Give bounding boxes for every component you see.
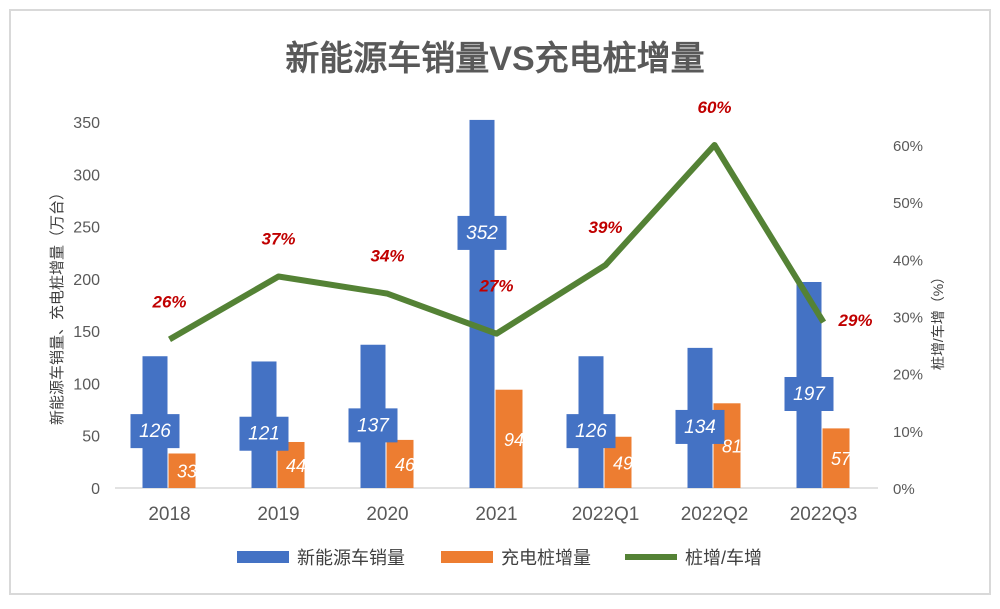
x-tick-label: 2018 xyxy=(148,504,190,525)
y-tick-label: 300 xyxy=(73,167,100,184)
data-label-charger-increase: 94 xyxy=(504,430,524,450)
x-tick-label: 2022Q3 xyxy=(790,504,858,525)
data-label-box xyxy=(784,376,834,411)
data-label-box xyxy=(457,215,507,250)
data-label-ev-sales: 126 xyxy=(575,421,607,442)
y2-tick-label: 20% xyxy=(893,367,923,384)
data-label-ratio: 27% xyxy=(478,277,513,296)
x-tick-label: 2021 xyxy=(475,504,517,525)
data-label-ratio: 26% xyxy=(151,292,186,311)
legend-swatch xyxy=(237,551,289,563)
y-axis-label: 新能源车销量、充电桩增量（万台） xyxy=(49,185,66,425)
x-tick-label: 2022Q1 xyxy=(572,504,640,525)
data-label-charger-increase: 33 xyxy=(177,462,197,482)
y2-tick-label: 40% xyxy=(893,252,923,269)
legend-swatch xyxy=(441,551,493,563)
legend-label: 桩增/车增 xyxy=(685,548,762,568)
bar-charger-increase xyxy=(168,453,196,488)
data-label-ev-sales: 197 xyxy=(793,384,826,405)
y-tick-label: 150 xyxy=(73,324,100,341)
y2-axis-label: 桩增/车增（%） xyxy=(930,270,946,370)
data-label-ev-sales: 352 xyxy=(466,223,498,244)
data-label-ratio: 39% xyxy=(588,218,622,237)
y-tick-label: 0 xyxy=(91,481,100,498)
y2-tick-label: 30% xyxy=(893,310,923,327)
y-tick-label: 200 xyxy=(73,272,100,289)
chart-title: 新能源车销量VS充电桩增量 xyxy=(285,40,704,78)
data-label-ratio: 60% xyxy=(697,98,731,117)
y-tick-label: 250 xyxy=(73,220,100,237)
bar-charger-increase xyxy=(495,389,523,488)
data-label-ratio: 29% xyxy=(837,311,872,330)
data-label-box xyxy=(239,416,289,451)
line-ratio xyxy=(168,142,827,342)
chart-border xyxy=(9,9,991,595)
x-tick-label: 2020 xyxy=(366,504,408,525)
y-tick-label: 50 xyxy=(82,429,100,446)
data-label-box xyxy=(675,409,725,444)
y2-tick-label: 0% xyxy=(893,481,915,498)
data-label-ratio: 34% xyxy=(370,247,404,266)
data-label-ev-sales: 126 xyxy=(139,421,171,442)
x-tick-label: 2019 xyxy=(257,504,299,525)
y-tick-label: 100 xyxy=(73,376,100,393)
bar-charger-increase xyxy=(822,428,850,488)
legend-label: 充电桩增量 xyxy=(501,548,591,568)
data-label-ev-sales: 134 xyxy=(684,417,716,438)
y2-tick-label: 60% xyxy=(893,138,923,155)
bar-ev-sales xyxy=(469,119,495,488)
data-label-ev-sales: 121 xyxy=(248,424,280,445)
y2-tick-label: 50% xyxy=(893,195,923,212)
data-label-ratio: 37% xyxy=(261,229,295,248)
data-label-charger-increase: 44 xyxy=(286,456,306,476)
data-label-charger-increase: 49 xyxy=(613,453,633,473)
legend-label: 新能源车销量 xyxy=(297,548,405,568)
data-label-ev-sales: 137 xyxy=(357,415,390,436)
y-tick-label: 350 xyxy=(73,115,100,132)
data-label-charger-increase: 81 xyxy=(722,437,742,457)
bar-charger-increase xyxy=(386,439,414,488)
data-label-box xyxy=(348,408,398,443)
y2-tick-label: 10% xyxy=(893,424,923,441)
data-label-charger-increase: 57 xyxy=(831,449,852,469)
data-label-box xyxy=(566,414,616,449)
data-label-box xyxy=(130,414,180,449)
x-tick-label: 2022Q2 xyxy=(681,504,749,525)
data-label-charger-increase: 46 xyxy=(395,455,416,475)
